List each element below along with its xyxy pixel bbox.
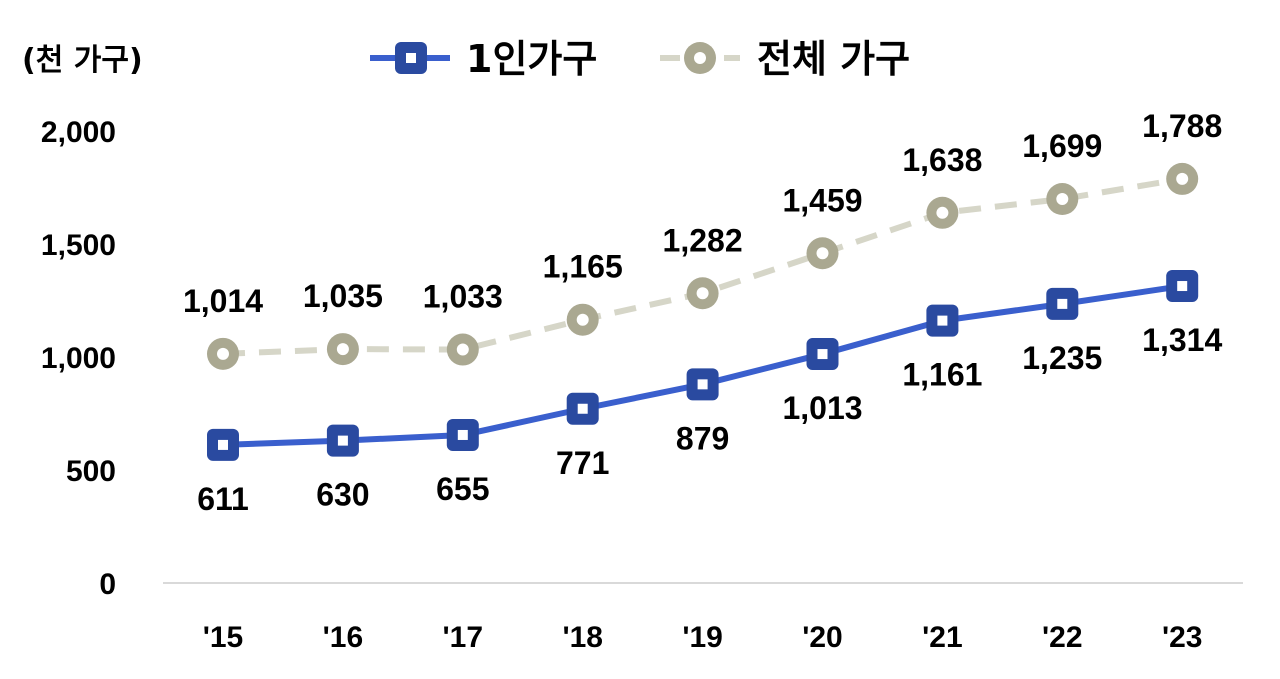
- y-tick-label: 1,500: [41, 229, 116, 262]
- data-label-single: 1,013: [782, 390, 862, 426]
- data-point-single-inner: [937, 315, 948, 326]
- x-tick-label: '22: [1042, 621, 1083, 654]
- x-tick-label: '21: [922, 621, 963, 654]
- x-tick-label: '17: [443, 621, 484, 654]
- legend: 1인가구 전체 가구: [370, 37, 910, 81]
- data-label-single: 630: [316, 477, 369, 513]
- data-point-total-inner: [696, 287, 709, 300]
- data-label-single: 879: [676, 420, 729, 456]
- data-point-single-inner: [457, 429, 468, 440]
- data-point-total-inner: [816, 247, 829, 260]
- x-tick-label: '23: [1162, 621, 1203, 654]
- legend-label-total: 전체 가구: [757, 37, 910, 81]
- data-label-single: 1,314: [1142, 322, 1222, 358]
- legend-label-single: 1인가구: [466, 37, 597, 81]
- x-tick-label: '20: [802, 621, 843, 654]
- data-label-single: 611: [197, 481, 249, 517]
- y-tick-label: 500: [66, 455, 116, 488]
- series-single-person: 611 630 655 771 879 1,013 1,161 1,235 1,314: [197, 270, 1222, 517]
- data-label-total: 1,788: [1142, 108, 1222, 144]
- y-tick-label: 2,000: [41, 116, 116, 149]
- x-axis-ticks: '15 '16 '17 '18 '19 '20 '21 '22 '23: [203, 621, 1203, 654]
- data-point-total-inner: [456, 343, 469, 356]
- data-point-single-inner: [218, 439, 228, 450]
- data-point-single-inner: [577, 403, 588, 414]
- y-tick-label: 0: [99, 568, 116, 601]
- data-point-single-inner: [337, 435, 348, 446]
- legend-marker-single-inner: [406, 53, 416, 63]
- data-label-total: 1,459: [782, 182, 862, 218]
- data-label-total: 1,165: [543, 249, 623, 285]
- data-point-total-inner: [1176, 172, 1189, 185]
- data-label-total: 1,033: [423, 279, 503, 315]
- data-point-single-inner: [1057, 298, 1068, 309]
- series-layer: 1,014 1,035 1,033 1,165 1,282 1,459 1,638 1,699…: [183, 108, 1222, 517]
- y-tick-label: 1,000: [41, 342, 116, 375]
- data-point-total-inner: [1056, 193, 1069, 206]
- legend-marker-total-inner: [694, 52, 706, 64]
- series-total-households: 1,014 1,035 1,033 1,165 1,282 1,459 1,638 1,699…: [183, 108, 1222, 370]
- x-tick-label: '15: [203, 621, 244, 654]
- data-label-total: 1,014: [183, 283, 263, 319]
- data-point-single-inner: [697, 379, 708, 390]
- series-line-total: [222, 175, 1183, 357]
- data-point-total-inner: [336, 343, 349, 356]
- data-label-single: 655: [436, 471, 489, 507]
- data-label-total: 1,699: [1022, 128, 1102, 164]
- x-tick-label: '19: [682, 621, 723, 654]
- y-unit-label: (천 가구): [22, 43, 143, 78]
- data-point-single-inner: [1177, 281, 1188, 292]
- data-label-single: 771: [556, 445, 609, 481]
- data-point-total-inner: [936, 206, 949, 219]
- data-label-total: 1,035: [303, 278, 383, 314]
- data-label-total: 1,638: [902, 142, 982, 178]
- x-tick-label: '16: [323, 621, 364, 654]
- y-axis-ticks: 0 500 1,000 1,500 2,000: [41, 116, 116, 601]
- data-label-total: 1,282: [663, 222, 743, 258]
- data-label-single: 1,235: [1022, 340, 1102, 376]
- data-point-single-inner: [817, 349, 828, 360]
- data-point-total-inner: [217, 347, 229, 360]
- x-tick-label: '18: [562, 621, 603, 654]
- data-label-single: 1,161: [902, 357, 982, 393]
- data-point-total-inner: [576, 313, 589, 326]
